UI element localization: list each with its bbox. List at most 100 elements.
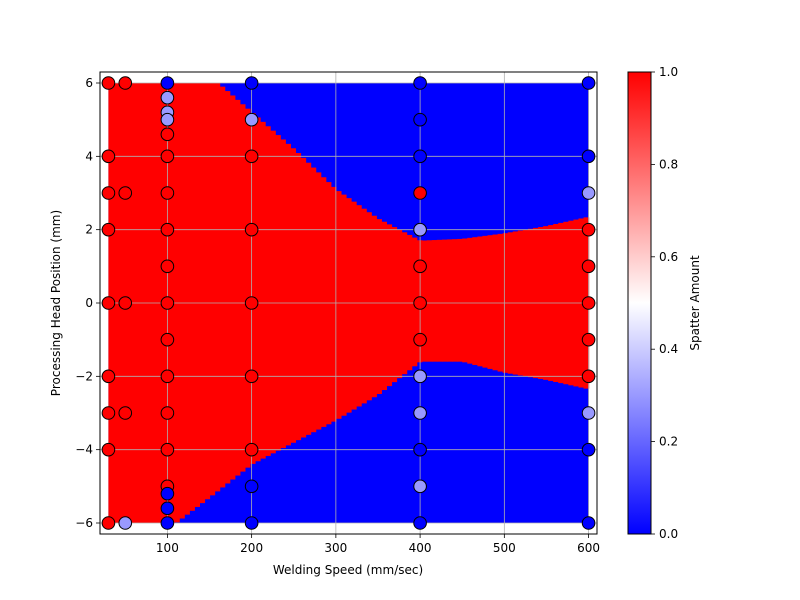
heatmap-high-cell <box>184 83 190 515</box>
scatter-point <box>101 442 116 457</box>
scatter-point <box>244 516 259 530</box>
scatter-point <box>581 442 596 457</box>
heatmap-high-cell <box>219 86 226 488</box>
heatmap-high-cell <box>270 130 276 454</box>
y-tick-label: 0 <box>85 296 93 310</box>
scatter-point <box>581 406 596 420</box>
scatter-point <box>160 90 175 105</box>
x-tick-label: 500 <box>493 541 516 555</box>
scatter-point <box>160 442 175 457</box>
x-axis-label: Welding Speed (mm/sec) <box>273 563 423 577</box>
scatter-point <box>160 76 175 90</box>
scatter-point <box>160 406 175 420</box>
scatter-point <box>244 222 259 237</box>
heatmap-high-cell <box>442 239 448 362</box>
scatter-point <box>244 296 259 310</box>
scatter-point <box>581 76 596 90</box>
heatmap-high-cell <box>482 235 489 368</box>
heatmap-high-cell <box>462 238 468 363</box>
scatter-point <box>160 222 175 237</box>
scatter-point <box>413 259 427 274</box>
scatter-point <box>581 296 596 310</box>
scatter-point <box>413 442 427 457</box>
scatter-point <box>244 369 259 384</box>
heatmap-high-cell <box>199 83 206 504</box>
scatter-point <box>581 516 596 530</box>
heatmap-high-cell <box>249 113 256 464</box>
heatmap-high-cell <box>366 212 372 401</box>
heatmap-high-cell <box>305 162 312 435</box>
heatmap-high-cell <box>275 135 281 451</box>
colorbar-tick-label: 0.6 <box>659 250 678 264</box>
x-axis: 100 200 300 400 500 600 <box>156 534 600 555</box>
heatmap-high-cell <box>244 108 251 468</box>
scatter-point <box>581 369 596 384</box>
x-tick-label: 600 <box>577 541 600 555</box>
y-tick-label: 2 <box>85 223 93 237</box>
points-layer <box>101 76 596 530</box>
heatmap-high-cell <box>229 95 236 480</box>
heatmap-high-cell <box>265 126 271 456</box>
scatter-point <box>160 296 175 310</box>
scatter-point <box>101 186 116 200</box>
x-tick-label: 300 <box>324 541 347 555</box>
scatter-point <box>160 127 175 142</box>
heatmap-high-cell <box>330 186 337 422</box>
y-tick-label: 4 <box>85 149 93 163</box>
heatmap-high-cell <box>345 198 352 413</box>
scatter-point <box>118 516 133 530</box>
scatter-point <box>581 149 596 164</box>
scatter-point <box>581 222 596 237</box>
scatter-point <box>118 186 133 200</box>
colorbar-tick-label: 0.8 <box>659 157 678 171</box>
heatmap-high-cell <box>204 83 211 500</box>
heatmap-high-cell <box>189 83 195 511</box>
heatmap-high-cell <box>431 240 438 362</box>
scatter-point <box>101 222 116 237</box>
heatmap-high-cell <box>452 239 458 362</box>
colorbar-tick-label: 0.4 <box>659 342 678 356</box>
heatmap-high-cell <box>179 83 185 519</box>
heatmap-high-cell <box>315 172 322 430</box>
heatmap-high-cell <box>285 143 291 446</box>
scatter-point <box>101 369 116 384</box>
heatmap-high-cell <box>194 83 200 507</box>
scatter-point <box>160 259 175 274</box>
y-tick-label: −2 <box>75 369 93 383</box>
heatmap-high-cell <box>477 236 484 367</box>
y-axis: −6 −4 −2 0 2 4 6 <box>75 76 100 530</box>
heatmap-high-cell <box>436 239 443 362</box>
scatter-point <box>118 406 133 420</box>
heatmap-high-cell <box>340 194 347 416</box>
scatter-point <box>581 332 596 347</box>
heatmap-high-cell <box>447 239 453 362</box>
y-tick-label: −6 <box>75 516 93 530</box>
scatter-point <box>413 76 427 90</box>
scatter-point <box>160 186 175 200</box>
heatmap-high-cell <box>209 83 216 496</box>
colorbar: 0.0 0.2 0.4 0.6 0.8 1.0 Spatter Amount <box>627 65 702 541</box>
heatmap-high-cell <box>224 91 231 484</box>
y-tick-label: 6 <box>85 76 93 90</box>
colorbar-tick-label: 1.0 <box>659 65 678 79</box>
scatter-point <box>413 516 427 530</box>
scatter-point <box>101 516 116 530</box>
scatter-point <box>160 516 175 530</box>
scatter-point <box>244 149 259 164</box>
heatmap-high-cell <box>472 237 478 365</box>
scatter-point <box>413 332 427 347</box>
scatter-point <box>160 486 175 501</box>
scatter-point <box>101 296 116 310</box>
heatmap-high-cell <box>320 177 327 427</box>
scatter-point <box>244 479 259 494</box>
scatter-point <box>160 369 175 384</box>
heatmap-high-cell <box>381 221 388 391</box>
heatmap-high-cell <box>234 99 241 476</box>
heatmap-high-cell <box>300 157 307 438</box>
heatmap-high-cell <box>457 238 463 362</box>
scatter-point <box>160 332 175 347</box>
heatmap-high-cell <box>386 224 393 387</box>
heatmap-high-cell <box>310 167 317 433</box>
heatmap-high-cell <box>280 139 286 449</box>
